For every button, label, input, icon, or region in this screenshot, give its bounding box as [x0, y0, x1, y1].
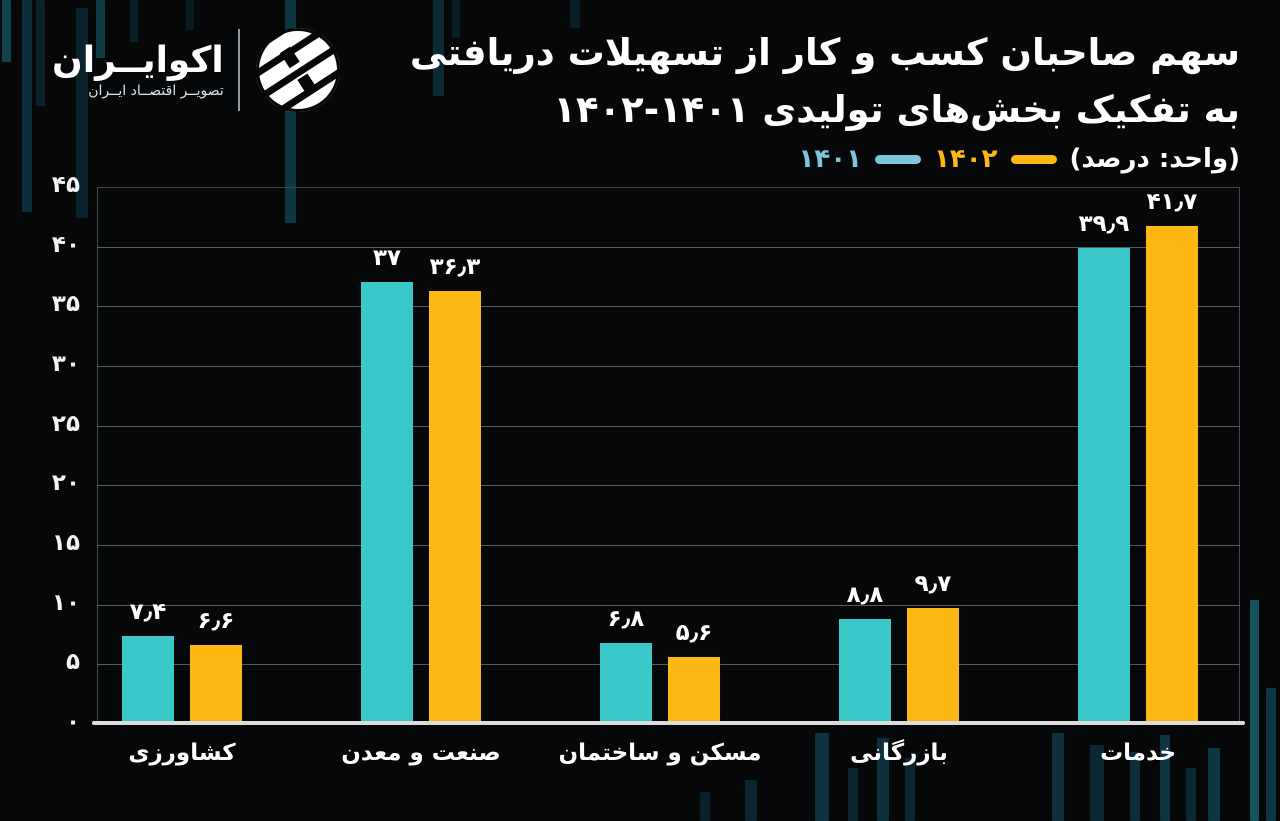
gridline [97, 604, 1240, 606]
y-tick-label: ۲۰ [51, 470, 80, 497]
chart-title-line1: سهم صاحبان کسب و کار از تسهیلات دریافتی [409, 31, 1240, 74]
bar-۱۴۰۲-1 [429, 290, 481, 724]
bar-value-label: ۸٫۸ [846, 581, 884, 608]
logo-tagline: تصویــر اقتصــاد ایــران [88, 83, 224, 99]
background-decor-bar [36, 0, 45, 106]
y-tick-label: ۵ [65, 649, 80, 676]
background-decor-bar [848, 768, 858, 821]
chart-title: سهم صاحبان کسب و کار از تسهیلات دریافتی … [410, 24, 1240, 138]
bar-۱۴۰۱-4 [1078, 247, 1130, 724]
background-decor-bar [2, 0, 11, 62]
background-decor-bar [1090, 745, 1104, 821]
background-decor-bar [1266, 688, 1276, 821]
background-decor-bar [285, 0, 296, 223]
bar-۱۴۰۲-3 [907, 608, 959, 724]
plot-area [97, 187, 1240, 724]
background-decor-bar [700, 792, 710, 821]
bar-value-label: ۶٫۶ [197, 608, 235, 635]
logo-brand-text: اکوایــران [52, 40, 224, 81]
legend-swatch-1402 [1010, 154, 1057, 164]
legend-swatch-1401 [875, 154, 922, 164]
bar-value-label: ۶٫۸ [607, 605, 645, 632]
y-tick-label: ۴۰ [51, 231, 80, 258]
background-decor-bar [1250, 600, 1259, 821]
bar-۱۴۰۲-4 [1146, 226, 1198, 724]
background-decor-bar [877, 738, 889, 821]
background-decor-bar [452, 0, 460, 38]
y-tick-label: ۱۵ [51, 530, 80, 556]
bar-value-label: ۳۶٫۳ [429, 253, 481, 280]
background-decor-bar [433, 0, 444, 96]
background-decor-bar [186, 0, 194, 30]
y-tick-label: ۲۵ [51, 410, 80, 437]
background-decor-bar [570, 0, 580, 28]
ecoiran-logo-icon [255, 28, 340, 112]
legend-unit-label: (واحد: درصد) [1069, 144, 1241, 174]
bar-value-label: ۳۹٫۹ [1078, 210, 1130, 237]
background-decor-bar [22, 0, 32, 212]
category-label-1: صنعت و معدن [341, 740, 501, 766]
gridline [97, 246, 1240, 248]
logo-divider [237, 29, 240, 111]
gridline [97, 485, 1240, 487]
background-decor-bar [745, 780, 757, 821]
legend-label-1401: ۱۴۰۱ [798, 144, 863, 174]
bar-value-label: ۷٫۴ [129, 598, 167, 625]
background-decor-bar [76, 8, 88, 218]
legend-label-1402: ۱۴۰۲ [934, 144, 998, 174]
category-label-3: بازرگانی [850, 740, 948, 766]
gridline [97, 425, 1240, 427]
background-decor-bar [815, 733, 829, 821]
x-axis-line [92, 721, 1245, 725]
bar-۱۴۰۱-1 [361, 282, 413, 724]
ecoiran-logo: اکوایــران تصویــر اقتصــاد ایــران [52, 26, 342, 114]
chart-title-line2: به تفکیک بخش‌های تولیدی ۱۴۰۱-۱۴۰۲ [553, 88, 1240, 131]
y-tick-label: ۱۰ [51, 589, 80, 616]
category-label-2: مسکن و ساختمان [558, 740, 762, 766]
background-decor-bar [130, 0, 138, 42]
category-label-4: خدمات [1100, 740, 1176, 766]
background-decor-bar [1208, 748, 1220, 821]
background-decor-bar [1186, 768, 1196, 821]
bar-value-label: ۳۷ [372, 245, 402, 272]
background-decor-bar [96, 0, 105, 58]
bar-۱۴۰۲-0 [190, 645, 242, 724]
category-label-0: کشاورزی [128, 740, 236, 766]
background-decor-bar [905, 758, 915, 821]
logo-text-block: اکوایــران تصویــر اقتصــاد ایــران [52, 40, 224, 100]
chart-legend: (واحد: درصد) ۱۴۰۲ ۱۴۰۱ [799, 144, 1240, 174]
y-tick-label: ۳۰ [51, 351, 80, 377]
bar-۱۴۰۱-3 [839, 618, 891, 724]
background-decor-bar [1160, 735, 1170, 821]
bar-۱۴۰۱-2 [600, 642, 652, 724]
bar-value-label: ۴۱٫۷ [1146, 189, 1198, 216]
bar-۱۴۰۲-2 [668, 657, 720, 724]
bar-value-label: ۵٫۶ [675, 620, 713, 647]
background-decor-bar [1052, 733, 1064, 821]
y-tick-label: ۴۵ [51, 172, 80, 198]
y-tick-label: ۳۵ [51, 291, 80, 318]
bar-۱۴۰۱-0 [122, 635, 174, 724]
y-tick-label: ۰ [65, 709, 80, 735]
gridline [97, 545, 1240, 546]
background-decor-bar [1130, 752, 1140, 821]
bar-value-label: ۹٫۷ [914, 571, 952, 598]
gridline [97, 306, 1240, 308]
gridline [97, 366, 1240, 367]
